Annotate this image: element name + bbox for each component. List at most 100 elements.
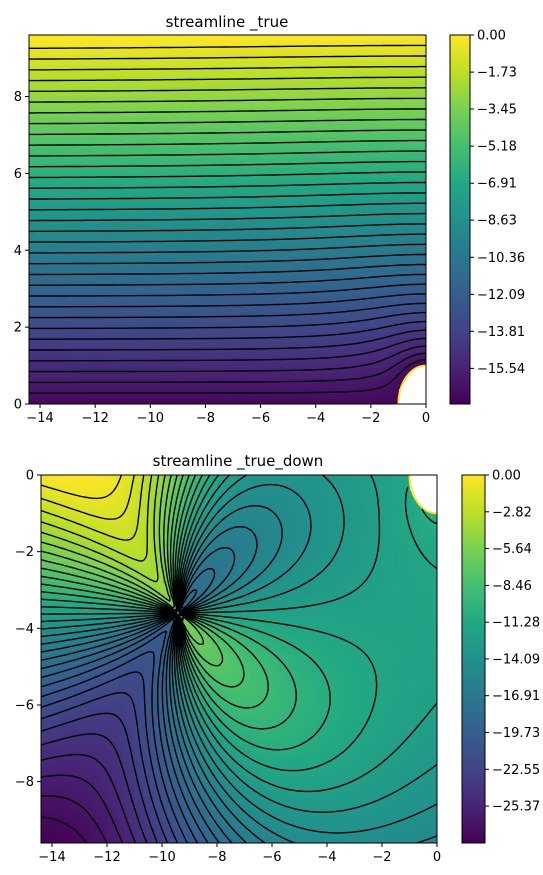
- field-cell: [271, 106, 278, 113]
- field-cell: [216, 209, 223, 215]
- field-cell: [161, 35, 168, 41]
- field-cell: [172, 101, 179, 108]
- field-cell: [260, 275, 267, 282]
- field-cell: [277, 306, 284, 313]
- field-cell: [216, 275, 223, 282]
- field-cell: [95, 219, 102, 226]
- field-cell: [51, 383, 58, 390]
- field-cell: [133, 352, 140, 359]
- field-cell: [67, 296, 74, 303]
- field-cell: [293, 132, 300, 139]
- field-cell: [288, 137, 295, 144]
- field-cell: [332, 111, 339, 118]
- field-cell: [40, 117, 47, 123]
- field-cell: [100, 117, 107, 123]
- field-cell: [205, 50, 212, 57]
- field-cell: [271, 91, 278, 98]
- field-cell: [359, 368, 366, 374]
- field-cell: [266, 234, 273, 241]
- field-cell: [310, 363, 317, 369]
- field-cell: [73, 173, 80, 180]
- field-cell: [354, 86, 361, 92]
- field-cell: [67, 173, 74, 180]
- field-cell: [29, 214, 36, 221]
- field-cell: [56, 70, 63, 77]
- field-cell: [117, 204, 124, 210]
- field-cell: [414, 296, 422, 303]
- field-cell: [177, 81, 184, 87]
- field-cell: [199, 147, 207, 154]
- field-cell: [227, 50, 234, 57]
- field-cell: [332, 378, 339, 385]
- field-cell: [51, 255, 58, 262]
- field-cell: [293, 337, 300, 344]
- field-cell: [365, 255, 372, 262]
- field-cell: [277, 40, 284, 46]
- field-cell: [260, 316, 267, 323]
- field-cell: [326, 306, 333, 313]
- field-cell: [106, 291, 113, 297]
- field-cell: [216, 383, 223, 390]
- field-cell: [210, 322, 218, 328]
- field-cell: [34, 332, 41, 338]
- field-cell: [100, 275, 107, 282]
- field-cell: [177, 137, 184, 144]
- field-cell: [288, 178, 295, 185]
- field-cell: [34, 86, 41, 92]
- field-cell: [293, 137, 300, 144]
- field-cell: [370, 50, 377, 57]
- field-cell: [233, 373, 240, 379]
- field-cell: [84, 296, 91, 303]
- field-cell: [244, 327, 251, 333]
- field-cell: [177, 40, 184, 46]
- field-cell: [150, 281, 157, 287]
- field-cell: [304, 296, 311, 303]
- field-cell: [51, 322, 58, 328]
- field-cell: [271, 245, 278, 251]
- field-cell: [205, 178, 212, 185]
- field-cell: [155, 91, 162, 98]
- field-cell: [45, 275, 52, 282]
- field-cell: [376, 86, 383, 92]
- field-cell: [359, 81, 366, 87]
- field-cell: [398, 178, 405, 185]
- field-cell: [227, 101, 234, 108]
- field-cell: [117, 76, 124, 82]
- field-cell: [183, 311, 190, 318]
- field-cell: [398, 209, 405, 215]
- field-cell: [67, 178, 74, 185]
- field-cell: [392, 209, 400, 215]
- field-cell: [221, 245, 229, 251]
- field-cell: [420, 306, 426, 313]
- field-cell: [354, 368, 361, 374]
- field-cell: [150, 158, 157, 164]
- field-cell: [29, 178, 36, 185]
- field-cell: [106, 286, 113, 292]
- field-cell: [117, 332, 124, 338]
- field-cell: [144, 383, 151, 390]
- field-cell: [78, 281, 85, 287]
- field-cell: [348, 122, 355, 128]
- field-cell: [365, 332, 372, 338]
- field-cell: [238, 152, 245, 159]
- field-cell: [29, 306, 36, 313]
- field-cell: [343, 229, 350, 236]
- field-cell: [128, 332, 135, 338]
- field-cell: [34, 301, 41, 308]
- field-cell: [376, 50, 383, 57]
- field-cell: [403, 357, 411, 364]
- field-cell: [387, 311, 394, 318]
- field-cell: [337, 357, 344, 364]
- field-cell: [304, 142, 311, 149]
- field-cell: [210, 275, 218, 282]
- field-cell: [133, 332, 140, 338]
- field-cell: [45, 291, 52, 297]
- field-cell: [221, 250, 229, 256]
- field-cell: [387, 337, 394, 344]
- field-cell: [403, 255, 411, 262]
- field-cell: [359, 147, 366, 154]
- field-cell: [117, 50, 124, 57]
- field-cell: [392, 86, 400, 92]
- field-cell: [199, 101, 207, 108]
- field-cell: [128, 363, 135, 369]
